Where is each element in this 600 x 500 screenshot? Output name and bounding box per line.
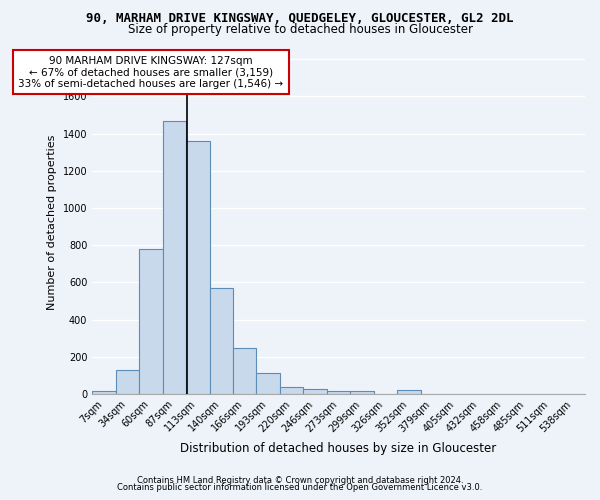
Bar (397, 390, 421, 394)
Bar (327, 390, 350, 394)
Text: 90 MARHAM DRIVE KINGSWAY: 127sqm
← 67% of detached houses are smaller (3,159)
33: 90 MARHAM DRIVE KINGSWAY: 127sqm ← 67% o… (19, 56, 283, 89)
Y-axis label: Number of detached properties: Number of detached properties (47, 134, 57, 310)
Text: 90, MARHAM DRIVE KINGSWAY, QUEDGELEY, GLOUCESTER, GL2 2DL: 90, MARHAM DRIVE KINGSWAY, QUEDGELEY, GL… (86, 12, 514, 26)
Bar (256, 372, 280, 394)
Bar (92, 391, 116, 394)
Bar (304, 389, 327, 394)
Bar (163, 120, 186, 394)
Bar (186, 141, 209, 394)
X-axis label: Distribution of detached houses by size in Gloucester: Distribution of detached houses by size … (181, 442, 497, 455)
Bar (209, 288, 233, 394)
Bar (233, 348, 256, 394)
Bar (139, 249, 163, 394)
Text: Contains public sector information licensed under the Open Government Licence v3: Contains public sector information licen… (118, 484, 482, 492)
Bar (280, 388, 304, 394)
Text: Size of property relative to detached houses in Gloucester: Size of property relative to detached ho… (128, 22, 473, 36)
Text: Contains HM Land Registry data © Crown copyright and database right 2024.: Contains HM Land Registry data © Crown c… (137, 476, 463, 485)
Bar (350, 391, 374, 394)
Bar (116, 370, 139, 394)
